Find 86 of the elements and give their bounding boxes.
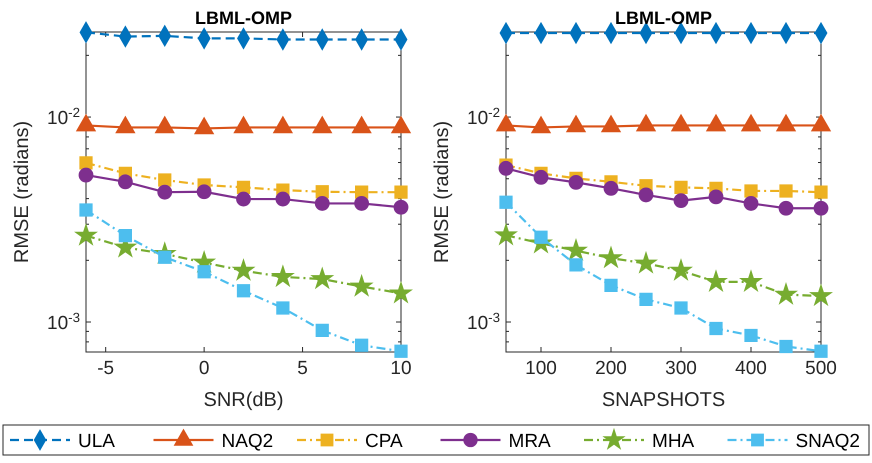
point (354, 196, 370, 211)
point (157, 184, 172, 200)
point (565, 239, 587, 260)
point (810, 284, 832, 306)
x-tick-label: 10 (390, 358, 412, 379)
point (814, 200, 828, 216)
point (78, 168, 94, 182)
point (198, 265, 211, 278)
x-tick-label: 200 (595, 358, 627, 379)
point (311, 268, 334, 288)
point (275, 192, 290, 206)
point (75, 224, 97, 245)
legend-label: MHA (652, 431, 695, 452)
x-tick-label: 5 (297, 358, 308, 379)
point (744, 196, 758, 211)
point (638, 188, 654, 202)
x-tick-label: -5 (97, 358, 114, 379)
point (79, 156, 93, 170)
point (568, 174, 584, 190)
point (314, 196, 330, 211)
point (276, 301, 290, 315)
point (196, 184, 212, 200)
point (604, 180, 618, 196)
legend-label: NAQ2 (222, 431, 274, 452)
point (316, 185, 329, 198)
point (600, 246, 622, 268)
x-tick-label: 500 (805, 358, 837, 379)
y-tick-label: 10$^{-3}$ (47, 310, 80, 334)
point (394, 344, 408, 358)
point (674, 301, 688, 315)
point (158, 173, 172, 187)
point (272, 265, 294, 286)
point (495, 224, 517, 245)
point (236, 284, 250, 298)
point (236, 192, 251, 206)
point (316, 324, 329, 338)
point (744, 184, 758, 198)
x-axis-title: SNR(dB) (203, 389, 284, 411)
point (118, 174, 133, 190)
point (705, 270, 727, 292)
y-tick-label: 10$^{-2}$ (467, 104, 500, 130)
legend-label: CPA (365, 431, 403, 452)
point (744, 328, 758, 342)
legend-label: SNAQ2 (796, 431, 860, 452)
point (779, 184, 793, 198)
point (350, 275, 373, 296)
x-tick-label: 0 (198, 358, 210, 379)
point (635, 252, 657, 273)
point (670, 259, 692, 280)
point (236, 180, 250, 194)
y-tick-label: 10$^{-3}$ (467, 310, 500, 334)
point (390, 282, 412, 303)
point (674, 180, 688, 194)
point (639, 292, 653, 306)
legend-label: MRA (508, 431, 552, 452)
y-tick-label: 10$^{-2}$ (47, 104, 80, 130)
point (779, 340, 793, 354)
y-axis-title: RMSE (radians) (431, 120, 453, 264)
point (534, 170, 548, 185)
point (499, 196, 513, 209)
point (778, 200, 794, 216)
x-tick-label: 300 (665, 358, 697, 379)
point (740, 270, 762, 292)
point (775, 283, 797, 304)
x-axis-title: SNAPSHOTS (602, 389, 726, 411)
point (232, 259, 254, 280)
legend-label: ULA (78, 431, 116, 452)
point (534, 230, 548, 244)
point (394, 200, 408, 215)
x-tick-label: 100 (525, 358, 557, 379)
point (394, 186, 408, 199)
point (709, 322, 723, 336)
chart-title: LBML-OMP (615, 8, 712, 28)
point (498, 160, 514, 176)
point (814, 186, 828, 199)
point (814, 344, 828, 358)
x-tick-label: 400 (735, 358, 767, 379)
point (604, 278, 618, 292)
y-axis-title: RMSE (radians) (11, 120, 33, 264)
point (569, 258, 583, 272)
point (118, 228, 132, 242)
point (355, 338, 368, 352)
point (79, 203, 93, 217)
point (708, 189, 724, 204)
chart-title: LBML-OMP (195, 8, 292, 28)
point (674, 193, 688, 208)
